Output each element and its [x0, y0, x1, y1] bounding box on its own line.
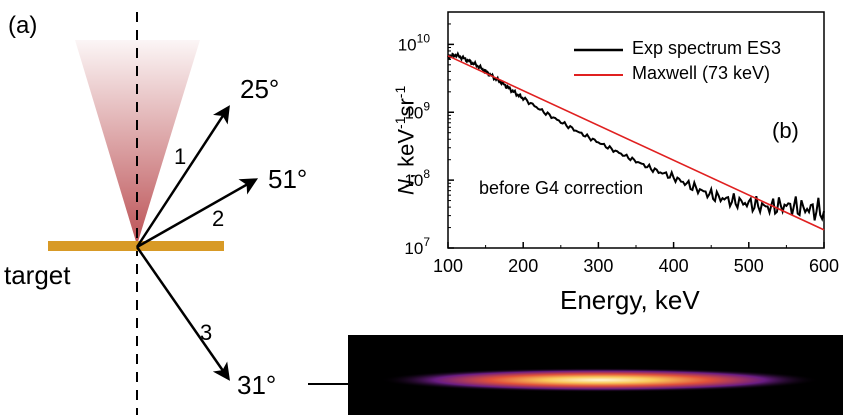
y-tick-label-1e8: 108	[404, 167, 430, 190]
x-tick-label-400: 400	[659, 256, 689, 276]
target-label: target	[4, 260, 71, 290]
x-tick-label-500: 500	[734, 256, 764, 276]
angle-label-31: 31°	[237, 370, 277, 400]
x-tick-label-300: 300	[583, 256, 613, 276]
legend-label-maxwell: Maxwell (73 keV)	[632, 63, 771, 83]
arrow-2-number: 2	[212, 206, 225, 231]
series-group	[447, 51, 825, 231]
arrow-1-number: 1	[174, 144, 187, 169]
x-tick-label-200: 200	[508, 256, 538, 276]
arrow-2	[136, 178, 259, 249]
legend-label-exp: Exp spectrum ES3	[632, 38, 782, 58]
x-ticks: 100 200 300 400 500 600	[433, 242, 839, 276]
panel-a-label: (a)	[8, 12, 38, 39]
chart-annotation: before G4 correction	[479, 178, 644, 198]
y-tick-label-1e10: 1010	[398, 31, 431, 54]
arrow-1	[135, 105, 230, 248]
panel-b-label: (b)	[772, 118, 799, 143]
y-ticks: 107 108 109 1010	[398, 23, 454, 258]
panel-a	[48, 12, 368, 415]
series-line-exp-spectrum	[447, 51, 825, 222]
y-tick-label-1e7: 107	[404, 235, 430, 258]
angle-label-51: 51°	[268, 164, 308, 194]
x-tick-label-100: 100	[433, 256, 463, 276]
y-tick-label-1e9: 109	[404, 99, 430, 122]
x-tick-label-600: 600	[809, 256, 839, 276]
arrow-3	[135, 246, 230, 381]
series-line-maxwell	[447, 55, 825, 231]
chart: 100 200 300 400 500 600 107 108 109 1010	[398, 11, 839, 276]
y-axis-label: N, keV-1sr-1	[392, 85, 419, 195]
beam-image-spot	[380, 368, 820, 392]
angle-label-25: 25°	[240, 74, 280, 104]
target-bar	[48, 241, 224, 251]
arrow-3-number: 3	[200, 320, 213, 345]
x-axis-label: Energy, keV	[560, 285, 700, 315]
